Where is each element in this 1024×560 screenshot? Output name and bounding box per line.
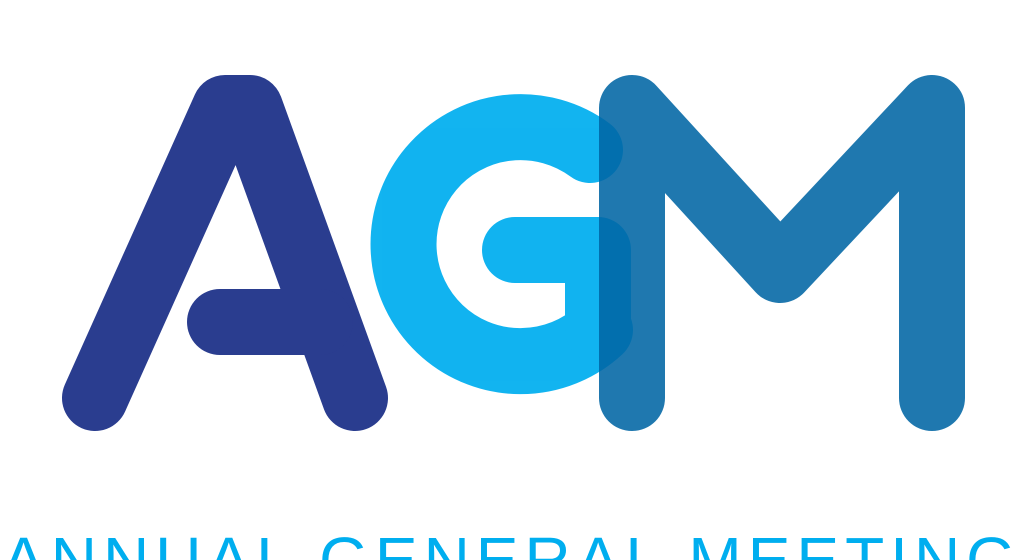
logo-mark: [62, 75, 965, 431]
letter-g: [370, 94, 633, 395]
g-arc: [370, 94, 633, 395]
letter-a: [62, 75, 388, 431]
letter-m: [599, 75, 965, 431]
a-legs: [62, 75, 388, 431]
tagline: ANNUAL GENERAL MEETING: [2, 524, 1022, 560]
m-strokes: [599, 75, 965, 431]
g-bar: [482, 217, 631, 363]
